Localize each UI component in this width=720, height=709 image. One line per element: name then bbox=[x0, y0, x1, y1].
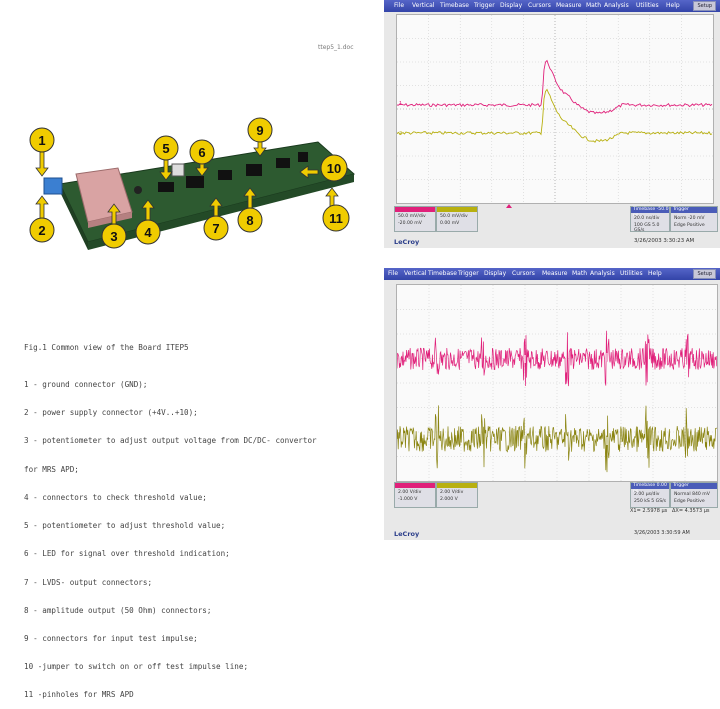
scope1-menubar: File Vertical Timebase Trigger Display C… bbox=[384, 0, 720, 12]
menu-trigger[interactable]: Trigger bbox=[458, 270, 479, 277]
callout-2 bbox=[29, 217, 55, 243]
scope1-brand-logo: LeCroy bbox=[394, 238, 420, 246]
menu-analysis[interactable]: Analysis bbox=[590, 270, 615, 277]
menu-display[interactable]: Display bbox=[484, 270, 507, 277]
menu-utilities[interactable]: Utilities bbox=[636, 2, 659, 9]
menu-cursors[interactable]: Cursors bbox=[512, 270, 535, 277]
scope1-trace-c1 bbox=[397, 59, 713, 115]
figure-caption: Fig.1 Common view of the Board ITEP5 1 -… bbox=[24, 324, 364, 709]
scope2-info-bar: 2.00 V/div -1.000 V 2.00 V/div 2.000 V T… bbox=[394, 482, 720, 508]
scope1-c2-marker: 2 bbox=[399, 131, 402, 137]
oscilloscope-screen-1: File Vertical Timebase Trigger Display C… bbox=[384, 0, 720, 248]
caption-title: Fig.1 Common view of the Board ITEP5 bbox=[24, 342, 189, 352]
caption-line: 7 - LVDS- output connectors; bbox=[24, 577, 153, 587]
caption-line: 4 - connectors to check threshold value; bbox=[24, 492, 207, 502]
scope2-brand-logo: LeCroy bbox=[394, 530, 420, 538]
svg-text:1: 1 bbox=[38, 133, 45, 148]
menu-timebase[interactable]: Timebase bbox=[440, 2, 469, 9]
scope2-timestamp: 3/26/2003 3:30:59 AM bbox=[634, 530, 690, 536]
callout-10 bbox=[320, 154, 348, 182]
menu-measure[interactable]: Measure bbox=[542, 270, 568, 277]
svg-text:3: 3 bbox=[110, 229, 117, 244]
caption-line: for MRS APD; bbox=[24, 464, 79, 474]
svg-text:8: 8 bbox=[246, 213, 253, 228]
oscilloscope-screen-2: File Vertical Timebase Trigger Display C… bbox=[384, 268, 720, 540]
scope1-trace-c2 bbox=[397, 88, 713, 143]
scope1-info-bar: 50.0 mV/div -20.00 mV 50.0 mV/div 0.00 m… bbox=[394, 206, 720, 233]
svg-text:9: 9 bbox=[256, 123, 263, 138]
scope2-trace-c2 bbox=[397, 405, 717, 473]
scope2-c2-box[interactable]: 2.00 V/div 2.000 V bbox=[436, 482, 478, 508]
svg-text:6: 6 bbox=[198, 145, 205, 160]
scope2-menubar: File Vertical Timebase Trigger Display C… bbox=[384, 268, 720, 280]
scope2-cursor-dx: ΔX= 4.3573 µs bbox=[672, 508, 710, 514]
scope2-c1-box[interactable]: 2.00 V/div -1.000 V bbox=[394, 482, 436, 508]
menu-math[interactable]: Math bbox=[586, 2, 602, 9]
document-filename: ttep5_1.doc bbox=[318, 44, 354, 51]
scope1-c1-marker: 1 bbox=[399, 101, 402, 107]
caption-line: 6 - LED for signal over threshold indica… bbox=[24, 549, 230, 559]
scope1-waveform-display: 1 2 bbox=[396, 14, 714, 204]
menu-vertical[interactable]: Vertical bbox=[404, 270, 427, 277]
scope2-mode-button[interactable]: Setup bbox=[693, 269, 716, 279]
board-photo: 1 2 3 4 5 6 7 8 9 10 11 bbox=[29, 117, 356, 250]
menu-display[interactable]: Display bbox=[500, 2, 523, 9]
svg-text:2: 2 bbox=[38, 223, 45, 238]
caption-line: 9 - connectors for input test impulse; bbox=[24, 634, 198, 643]
scope1-c2-box[interactable]: 50.0 mV/div 0.00 mV bbox=[436, 206, 478, 232]
callout-8 bbox=[237, 207, 263, 233]
menu-help[interactable]: Help bbox=[666, 2, 680, 9]
svg-text:10: 10 bbox=[327, 161, 341, 176]
scope2-trace-c1 bbox=[397, 330, 717, 387]
menu-vertical[interactable]: Vertical bbox=[412, 2, 435, 9]
menu-measure[interactable]: Measure bbox=[556, 2, 582, 9]
scope1-timestamp: 3/26/2003 3:30:23 AM bbox=[634, 238, 695, 244]
caption-line: 5 - potentiometer to adjust threshold va… bbox=[24, 521, 226, 531]
callout-4 bbox=[135, 219, 161, 245]
svg-text:7: 7 bbox=[212, 221, 219, 236]
caption-line: 1 - ground connector (GND); bbox=[24, 380, 148, 390]
scope2-timebase-box[interactable]: Timebase 0.00 ns 2.00 µs/div 250 kS 5 GS… bbox=[630, 482, 670, 508]
menu-utilities[interactable]: Utilities bbox=[620, 270, 643, 277]
callout-1 bbox=[29, 127, 55, 153]
caption-line: 11 -pinholes for MRS APD bbox=[24, 690, 134, 700]
menu-timebase[interactable]: Timebase bbox=[428, 270, 457, 277]
menu-trigger[interactable]: Trigger bbox=[474, 2, 495, 9]
callout-5 bbox=[153, 135, 179, 161]
scope1-trigger-marker bbox=[506, 204, 512, 208]
caption-line: 10 -jumper to switch on or off test impu… bbox=[24, 662, 249, 672]
scope2-trigger-box[interactable]: Trigger Normal 840 mV Edge Positive bbox=[670, 482, 718, 508]
svg-text:4: 4 bbox=[144, 225, 152, 240]
scope1-c1-box[interactable]: 50.0 mV/div -20.00 mV bbox=[394, 206, 436, 232]
scope1-timebase-box[interactable]: Timebase -50.0 ns 20.0 ns/div 100 GS 5.0… bbox=[630, 206, 670, 233]
menu-math[interactable]: Math bbox=[572, 270, 588, 277]
callout-11 bbox=[322, 204, 350, 232]
menu-cursors[interactable]: Cursors bbox=[528, 2, 551, 9]
caption-line: 2 - power supply connector (+4V..+10); bbox=[24, 408, 198, 418]
svg-text:5: 5 bbox=[162, 141, 169, 156]
menu-help[interactable]: Help bbox=[648, 270, 662, 277]
menu-analysis[interactable]: Analysis bbox=[604, 2, 629, 9]
menu-file[interactable]: File bbox=[388, 270, 399, 277]
scope1-trigger-box[interactable]: Trigger Norm -20 mV Edge Positive bbox=[670, 206, 718, 232]
callout-3 bbox=[101, 223, 127, 249]
caption-line: 3 - potentiometer to adjust output volta… bbox=[24, 436, 317, 446]
menu-file[interactable]: File bbox=[394, 2, 405, 9]
scope1-mode-button[interactable]: Setup bbox=[693, 1, 716, 11]
callout-9 bbox=[247, 117, 273, 143]
scope2-waveform-display bbox=[396, 284, 718, 482]
callout-7 bbox=[203, 215, 229, 241]
scope2-cursor-x1: X1= 2.5978 µs bbox=[630, 508, 668, 514]
callout-6 bbox=[189, 139, 215, 165]
caption-line: 8 - amplitude output (50 Ohm) connectors… bbox=[24, 605, 212, 615]
svg-text:11: 11 bbox=[329, 211, 343, 226]
